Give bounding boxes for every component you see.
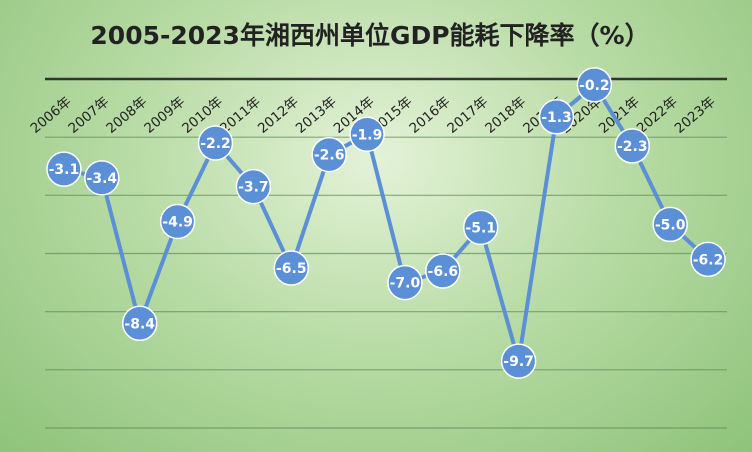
data-label: -2.6 (314, 148, 345, 164)
data-point-marker (690, 241, 726, 278)
x-tick-label: 2009年 (141, 94, 188, 137)
data-label: -6.2 (693, 252, 724, 268)
data-point-marker (349, 116, 385, 153)
data-label: -1.9 (352, 127, 383, 143)
x-tick-label: 2023年 (672, 94, 719, 137)
data-point-marker (84, 160, 120, 196)
data-label: -7.0 (390, 276, 421, 292)
data-point-marker (614, 128, 651, 164)
x-tick-label: 2007年 (65, 94, 112, 137)
data-point-marker (652, 206, 688, 243)
data-label: -3.1 (49, 162, 80, 178)
data-point-marker (121, 305, 158, 342)
data-label: -0.2 (579, 78, 610, 94)
x-tick-label: 2012年 (255, 94, 302, 137)
data-label: -1.3 (541, 110, 572, 126)
data-label: -2.3 (617, 139, 648, 155)
data-point-marker (46, 151, 82, 187)
data-label: -3.4 (87, 171, 118, 187)
data-label: -5.1 (465, 220, 496, 236)
data-label: -6.6 (428, 264, 459, 280)
data-point-marker (538, 99, 575, 135)
data-point-marker (273, 250, 310, 286)
x-tick-label: 2013年 (293, 94, 340, 137)
data-label: -8.4 (124, 316, 155, 332)
data-point-marker (159, 203, 196, 240)
series-markers (46, 67, 726, 379)
data-point-marker (197, 125, 234, 161)
data-point-marker (500, 343, 537, 379)
data-point-marker (235, 168, 272, 205)
x-tick-label: 2016年 (406, 94, 453, 137)
data-label: -3.7 (238, 180, 269, 196)
grid-lines (45, 77, 727, 429)
data-label: -2.2 (200, 136, 231, 152)
x-tick-label: 2008年 (103, 94, 150, 137)
data-label: -6.5 (276, 261, 307, 277)
data-point-marker (462, 209, 499, 246)
data-label: -9.7 (503, 354, 534, 370)
data-labels: -3.1 -3.4 -8.4 -4.9 -2.2 -3.7 -6.5 -2.6 -1.9 -7.0… (49, 78, 724, 370)
data-point-marker (576, 67, 613, 103)
data-point-marker (425, 253, 461, 289)
data-label: -4.9 (162, 215, 193, 231)
data-point-marker (387, 264, 423, 301)
data-label: -5.0 (655, 217, 686, 233)
x-tick-label: 2018年 (482, 94, 529, 137)
chart-title: 2005-2023年湘西州单位GDP能耗下降率（%） (90, 21, 649, 50)
x-tick-label: 2006年 (28, 94, 75, 137)
x-tick-label: 2017年 (444, 94, 491, 137)
data-point-marker (311, 136, 347, 173)
